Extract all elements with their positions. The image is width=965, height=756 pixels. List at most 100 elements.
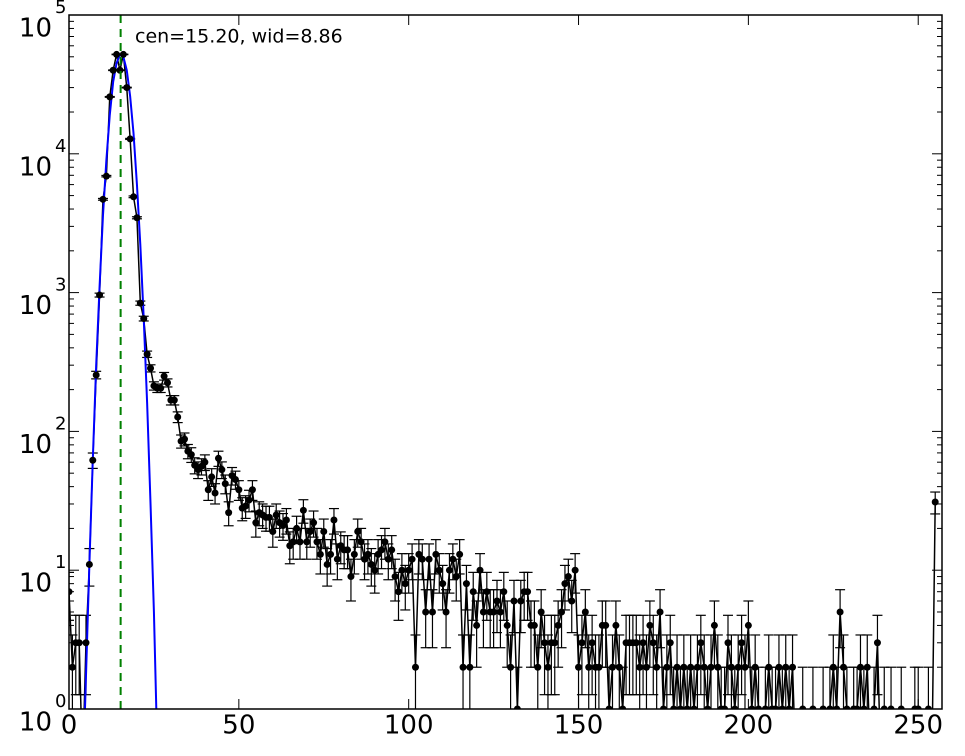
data-point bbox=[496, 608, 504, 616]
data-line bbox=[69, 54, 936, 709]
data-point bbox=[323, 560, 331, 568]
data-point bbox=[615, 663, 623, 671]
data-point bbox=[602, 621, 610, 629]
x-tick-label: 250 bbox=[893, 711, 943, 741]
data-point bbox=[544, 663, 552, 671]
data-point bbox=[405, 566, 413, 574]
data-point bbox=[833, 705, 841, 709]
data-point bbox=[727, 663, 735, 671]
data-point bbox=[860, 705, 868, 709]
data-point bbox=[843, 705, 851, 709]
data-point bbox=[381, 538, 389, 546]
data-point bbox=[456, 550, 464, 558]
data-point bbox=[469, 588, 477, 596]
data-point bbox=[585, 663, 593, 671]
data-point bbox=[558, 608, 566, 616]
data-point bbox=[826, 705, 834, 709]
data-point bbox=[432, 550, 440, 558]
data-point bbox=[775, 663, 783, 671]
data-point bbox=[378, 546, 386, 554]
data-point bbox=[765, 663, 773, 671]
data-point bbox=[789, 663, 797, 671]
data-point bbox=[612, 621, 620, 629]
data-point bbox=[82, 639, 90, 647]
data-point bbox=[704, 705, 712, 709]
data-point bbox=[180, 435, 188, 443]
data-point bbox=[204, 486, 212, 494]
data-point bbox=[829, 663, 837, 671]
data-point bbox=[418, 555, 426, 563]
data-point bbox=[642, 663, 650, 671]
data-point bbox=[836, 608, 844, 616]
data-point bbox=[524, 588, 532, 596]
data-point bbox=[924, 705, 932, 709]
data-point bbox=[575, 663, 583, 671]
x-tick-label: 200 bbox=[724, 711, 774, 741]
data-point bbox=[164, 379, 172, 387]
data-point bbox=[147, 364, 155, 372]
data-point bbox=[109, 66, 117, 74]
data-point bbox=[731, 705, 739, 709]
data-point bbox=[265, 513, 273, 521]
data-point bbox=[75, 639, 83, 647]
axes-frame bbox=[68, 14, 943, 710]
data-point bbox=[748, 705, 756, 709]
data-point bbox=[670, 705, 678, 709]
data-point bbox=[680, 663, 688, 671]
y-tick-exponent: 0 bbox=[55, 691, 66, 712]
data-point bbox=[853, 705, 861, 709]
y-tick-label: 10 bbox=[19, 291, 52, 321]
data-point bbox=[425, 555, 433, 563]
data-point bbox=[459, 663, 467, 671]
data-point bbox=[252, 519, 260, 527]
x-tick-label: 150 bbox=[554, 711, 604, 741]
data-point bbox=[493, 597, 501, 605]
data-point bbox=[476, 566, 484, 574]
y-tick-label: 10 bbox=[19, 708, 52, 738]
annotation: cen=15.20, wid=8.86 bbox=[135, 26, 343, 48]
data-point bbox=[248, 486, 256, 494]
x-tick-label: 50 bbox=[222, 711, 255, 741]
data-point bbox=[289, 538, 297, 546]
data-point bbox=[347, 573, 355, 581]
data-point bbox=[442, 608, 450, 616]
data-point bbox=[887, 705, 895, 709]
data-point bbox=[411, 663, 419, 671]
data-point bbox=[160, 372, 168, 380]
data-point bbox=[398, 566, 406, 574]
data-point bbox=[344, 546, 352, 554]
data-point bbox=[517, 597, 525, 605]
data-point bbox=[306, 528, 314, 536]
data-point bbox=[357, 538, 365, 546]
y-tick-label: 10 bbox=[19, 14, 52, 44]
y-tick-label: 10 bbox=[19, 152, 52, 182]
data-point bbox=[897, 705, 905, 709]
data-point bbox=[588, 639, 596, 647]
data-point bbox=[734, 663, 742, 671]
data-point bbox=[242, 502, 250, 510]
data-point bbox=[313, 538, 321, 546]
data-point bbox=[401, 580, 409, 588]
data-point bbox=[466, 663, 474, 671]
data-point bbox=[663, 663, 671, 671]
y-tick-exponent: 5 bbox=[55, 0, 66, 18]
data-point bbox=[619, 705, 627, 709]
data-point bbox=[755, 705, 763, 709]
y-tick-exponent: 4 bbox=[55, 136, 66, 157]
data-point bbox=[293, 524, 301, 532]
data-point bbox=[609, 663, 617, 671]
data-point bbox=[870, 705, 878, 709]
data-point bbox=[809, 705, 817, 709]
data-point bbox=[873, 639, 881, 647]
data-point bbox=[710, 621, 718, 629]
data-point bbox=[578, 639, 586, 647]
data-point bbox=[646, 621, 654, 629]
data-point bbox=[500, 588, 508, 596]
data-point bbox=[350, 550, 358, 558]
x-tick-label: 100 bbox=[384, 711, 434, 741]
data-point bbox=[201, 458, 209, 466]
data-point bbox=[931, 498, 939, 506]
data-point bbox=[595, 663, 603, 671]
data-point bbox=[279, 521, 287, 529]
data-point bbox=[697, 639, 705, 647]
